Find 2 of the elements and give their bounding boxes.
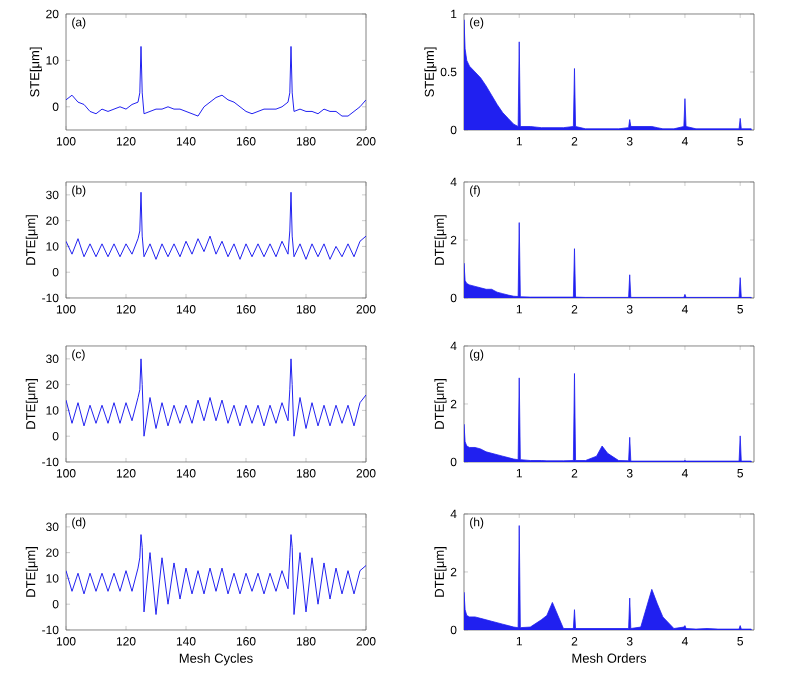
line-series [66, 358, 367, 437]
line-series [66, 534, 367, 616]
